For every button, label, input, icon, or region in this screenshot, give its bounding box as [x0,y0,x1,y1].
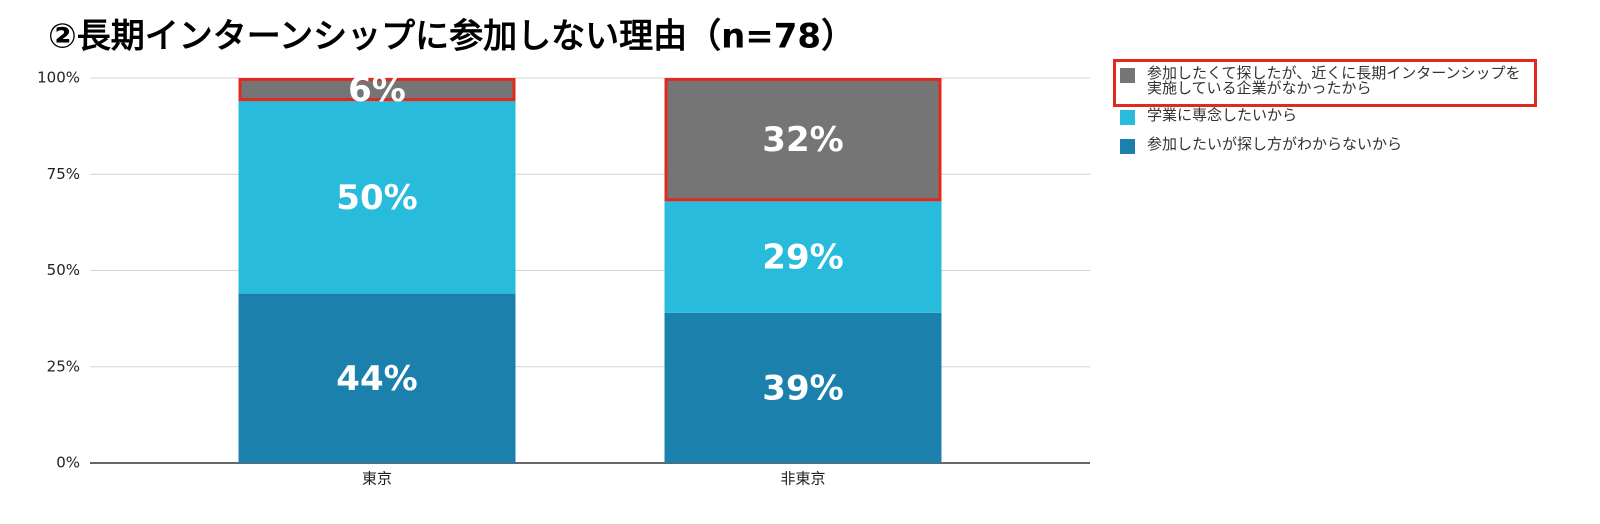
data-label: 6% [348,70,406,110]
data-label: 39% [762,368,843,408]
legend: 参加したくて探したが、近くに長期インターンシップを実施している企業がなかったから… [1120,66,1540,166]
legend-item: 参加したいが探し方がわからないから [1120,137,1540,154]
y-tick-label: 100% [37,69,80,87]
bar-segment [664,78,942,202]
x-tick-label: 東京 [362,470,392,488]
legend-label: 参加したいが探し方がわからないから [1147,135,1403,153]
legend-item: 学業に専念したいから [1120,108,1540,125]
y-tick-label: 0% [56,454,80,472]
bar-segment [238,293,516,463]
highlight-box [664,78,942,202]
legend-swatch [1120,139,1135,154]
legend-item: 参加したくて探したが、近くに長期インターンシップを実施している企業がなかったから [1120,66,1540,96]
legend-highlight [1113,59,1537,107]
chart: ②長期インターンシップに参加しない理由（n=78） 0% 25% 50% 75% 100… [37,17,1090,488]
bar-segment [238,78,516,102]
legend-label: 参加したくて探したが、近くに長期インターンシップを実施している企業がなかったから [1147,64,1521,97]
legend-label: 学業に専念したいから [1147,106,1298,124]
bar-segment [238,101,516,294]
x-tick-label: 非東京 [780,470,825,488]
bar-segment [664,312,942,463]
data-label: 32% [762,120,843,160]
bar-segment [664,201,942,313]
data-label: 44% [336,359,417,399]
y-tick-label: 75% [47,165,80,183]
y-tick-label: 50% [47,261,80,279]
y-tick-label: 25% [47,357,80,375]
chart-title: ②長期インターンシップに参加しない理由（n=78） [48,17,855,57]
data-label: 50% [336,178,417,218]
highlight-box [238,78,516,102]
data-label: 29% [762,238,843,278]
legend-swatch [1120,68,1135,83]
legend-swatch [1120,110,1135,125]
